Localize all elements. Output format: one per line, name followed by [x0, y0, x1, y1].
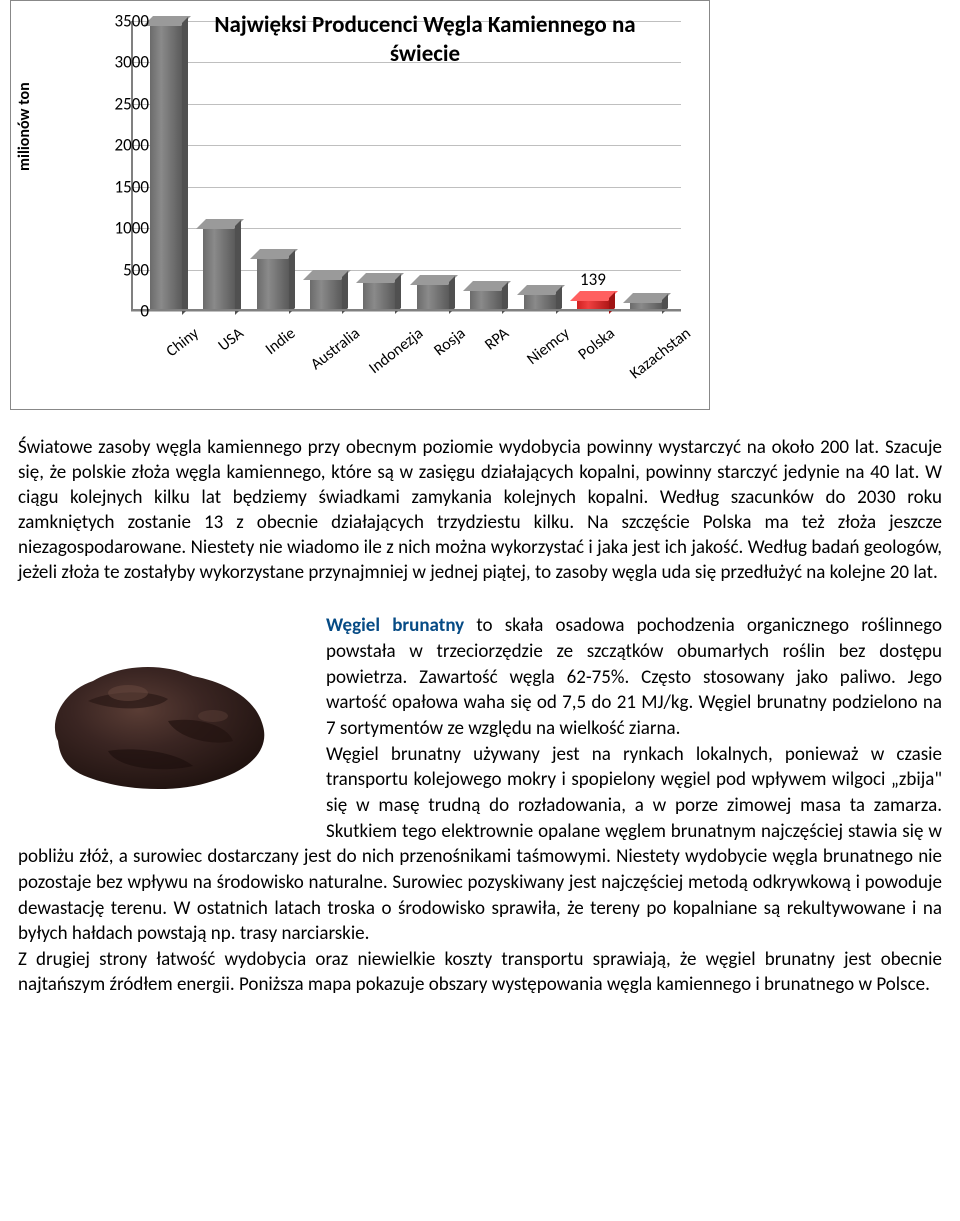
- y-tick-label: 2000: [99, 135, 149, 156]
- bar-side-face: [289, 250, 295, 314]
- term-brown-coal: Węgiel brunatny: [326, 614, 464, 637]
- y-tick-label: 500: [99, 259, 149, 280]
- y-tick-label: 3000: [99, 52, 149, 73]
- bar: [363, 281, 395, 311]
- bar-side-face: [342, 271, 348, 314]
- bar: [150, 24, 182, 312]
- brown-coal-para-3: Z drugiej strony łatwość wydobycia oraz …: [18, 947, 942, 998]
- paragraph-1: Światowe zasoby węgla kamiennego przy ob…: [18, 435, 942, 585]
- x-label-slot: Niemcy: [503, 316, 552, 335]
- bar: [203, 227, 235, 312]
- x-tick-labels: ChinyUSAIndieAustraliaIndonezjaRosjaRPAN…: [131, 316, 681, 335]
- coal-producers-chart: Najwięksi Producenci Węgla Kamiennego na…: [10, 0, 710, 410]
- bar: [417, 283, 449, 311]
- x-category-label: Kazachstan: [626, 324, 694, 383]
- bar: [310, 278, 342, 311]
- y-tick-label: 1500: [99, 176, 149, 197]
- brown-coal-image: [18, 621, 298, 821]
- y-tick-label: 3500: [99, 11, 149, 32]
- chart-ylabel: milionów ton: [15, 82, 34, 171]
- y-tick-label: 2500: [99, 93, 149, 114]
- x-category-label: Australia: [308, 324, 365, 374]
- x-category-label: Polska: [575, 324, 619, 364]
- grid-line: [131, 311, 681, 312]
- brown-coal-section: Węgiel brunatny to skała osadowa pochodz…: [0, 613, 960, 998]
- y-tick-label: 1000: [99, 218, 149, 239]
- x-label-slot: Chiny: [139, 316, 188, 335]
- bar-side-face: [235, 220, 241, 315]
- x-category-label: Indonezja: [366, 324, 428, 378]
- x-category-label: Niemcy: [524, 324, 574, 369]
- bar-value-label: 139: [580, 269, 606, 290]
- bar: [470, 289, 502, 311]
- coal-rock-icon: [18, 621, 298, 821]
- x-axis-line: [131, 309, 681, 311]
- chart-title: Najwięksi Producenci Węgla Kamiennego na…: [181, 11, 669, 69]
- x-label-slot: Indie: [237, 316, 286, 335]
- bar: [257, 257, 289, 311]
- article-body: Światowe zasoby węgla kamiennego przy ob…: [0, 435, 960, 585]
